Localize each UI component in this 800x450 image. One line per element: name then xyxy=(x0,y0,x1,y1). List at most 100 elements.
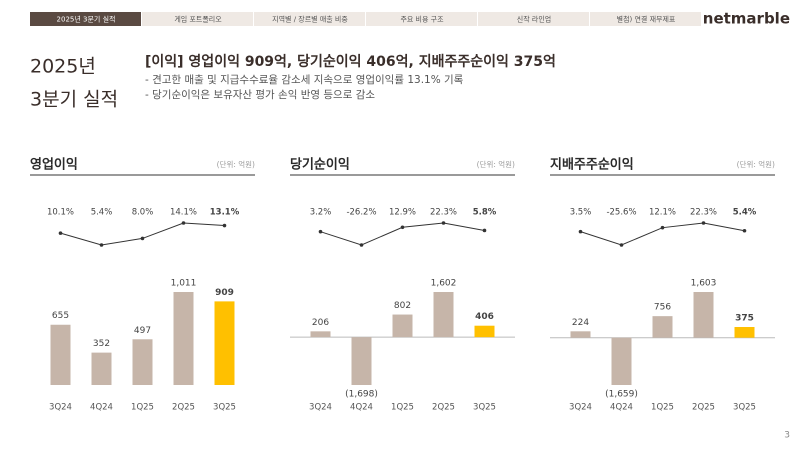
bar xyxy=(214,301,235,385)
x-tick-label: 3Q25 xyxy=(473,403,496,413)
margin-label: 3.2% xyxy=(310,208,332,218)
x-tick-label: 3Q24 xyxy=(569,403,592,413)
bar xyxy=(310,331,331,338)
margin-dot xyxy=(742,228,747,233)
margin-dot xyxy=(701,221,706,225)
title-underline xyxy=(550,174,775,176)
headline: [이익] 영업이익 909억, 당기순이익 406억, 지배주주순이익 375억 xyxy=(145,53,556,70)
bar xyxy=(474,325,495,338)
value-label: 1,603 xyxy=(691,279,717,289)
x-tick-label: 2Q25 xyxy=(692,403,715,413)
bar xyxy=(91,352,112,385)
margin-label: -26.2% xyxy=(346,208,376,218)
value-label: 352 xyxy=(93,339,110,349)
margin-label: 12.1% xyxy=(649,208,676,218)
margin-dot xyxy=(140,236,145,241)
margin-label: 8.0% xyxy=(132,208,154,218)
x-tick-label: 1Q25 xyxy=(651,403,674,413)
margin-dot xyxy=(619,243,624,247)
x-tick-label: 1Q25 xyxy=(131,403,154,413)
x-tick-label: 3Q24 xyxy=(49,403,72,413)
page-number: 3 xyxy=(784,431,790,441)
margin-dot xyxy=(441,221,446,225)
x-tick-label: 4Q24 xyxy=(350,403,373,413)
value-label: 1,602 xyxy=(431,279,457,289)
nav-tab-label[interactable]: 지역별 / 장르별 매출 비중 xyxy=(272,15,348,24)
margin-label: 5.8% xyxy=(473,208,497,218)
value-label: 802 xyxy=(394,301,411,311)
margin-label: 13.1% xyxy=(210,208,240,218)
margin-label: 22.3% xyxy=(430,208,457,218)
nav-tab[interactable] xyxy=(478,12,589,26)
margin-dot xyxy=(482,228,487,233)
heading-year: 2025년 xyxy=(30,56,96,78)
nav-tab[interactable] xyxy=(30,12,141,26)
margin-label: 14.1% xyxy=(170,208,197,218)
value-label: (1,659) xyxy=(605,390,638,400)
x-tick-label: 2Q25 xyxy=(432,403,455,413)
margin-dot xyxy=(318,229,323,234)
nav-tab-label[interactable]: 별첨) 연결 재무제표 xyxy=(617,15,676,24)
logo: netmarble xyxy=(703,10,790,28)
heading-period: 3분기 실적 xyxy=(30,89,118,111)
margin-label: -25.6% xyxy=(606,208,636,218)
nav-tab[interactable] xyxy=(366,12,477,26)
margin-label: 12.9% xyxy=(389,208,416,218)
bar xyxy=(50,324,71,385)
margin-dot xyxy=(400,225,405,230)
bar xyxy=(351,337,372,385)
title-underline xyxy=(30,174,255,176)
margin-dot xyxy=(58,231,63,235)
x-tick-label: 3Q25 xyxy=(213,403,236,413)
unit-label: (단위: 억원) xyxy=(217,159,255,169)
x-tick-label: 2Q25 xyxy=(172,403,195,413)
margin-label: 10.1% xyxy=(47,208,74,218)
bar xyxy=(173,292,194,385)
nav-tab[interactable] xyxy=(590,12,701,26)
title-underline xyxy=(290,174,515,176)
bullet: - 견고한 매출 및 지급수수료율 감소세 지속으로 영업이익률 13.1% 기… xyxy=(145,73,464,86)
value-label: 224 xyxy=(572,318,589,328)
unit-label: (단위: 억원) xyxy=(477,159,515,169)
value-label: 406 xyxy=(475,312,494,322)
value-label: 909 xyxy=(215,288,234,298)
value-label: 1,011 xyxy=(171,279,197,289)
bar xyxy=(132,339,153,385)
bar xyxy=(570,331,591,338)
chart-title: 지배주주순이익 xyxy=(550,157,634,173)
bar xyxy=(693,292,714,338)
chart-title: 당기순이익 xyxy=(290,157,350,173)
value-label: 655 xyxy=(52,311,69,321)
nav-tab[interactable] xyxy=(142,12,253,26)
nav-tab-label[interactable]: 게임 포트폴리오 xyxy=(174,15,222,24)
bar xyxy=(611,337,632,385)
nav-tab-label[interactable]: 2025년 3분기 실적 xyxy=(57,15,116,24)
x-tick-label: 3Q24 xyxy=(309,403,332,413)
unit-label: (단위: 억원) xyxy=(737,159,775,169)
bar xyxy=(433,292,454,338)
nav-tab-label[interactable]: 주요 비용 구조 xyxy=(400,15,444,24)
x-tick-label: 1Q25 xyxy=(391,403,414,413)
chart-title: 영업이익 xyxy=(30,157,78,173)
x-tick-label: 3Q25 xyxy=(733,403,756,413)
margin-label: 5.4% xyxy=(733,208,757,218)
margin-label: 3.5% xyxy=(570,208,592,218)
nav-tab-label[interactable]: 신작 라인업 xyxy=(517,15,551,24)
margin-dot xyxy=(359,243,364,247)
value-label: 756 xyxy=(654,303,671,313)
value-label: 206 xyxy=(312,318,329,328)
margin-label: 5.4% xyxy=(91,208,113,218)
margin-label: 22.3% xyxy=(690,208,717,218)
bar xyxy=(652,316,673,338)
x-tick-label: 4Q24 xyxy=(610,403,633,413)
bar xyxy=(734,327,755,338)
bullet: - 당기순이익은 보유자산 평가 손익 반영 등으로 감소 xyxy=(145,89,375,101)
nav-tab[interactable] xyxy=(254,12,365,26)
margin-dot xyxy=(578,229,583,234)
x-tick-label: 4Q24 xyxy=(90,403,113,413)
bar xyxy=(392,314,413,338)
value-label: (1,698) xyxy=(345,390,378,400)
value-label: 375 xyxy=(735,314,754,324)
margin-dot xyxy=(99,243,104,247)
